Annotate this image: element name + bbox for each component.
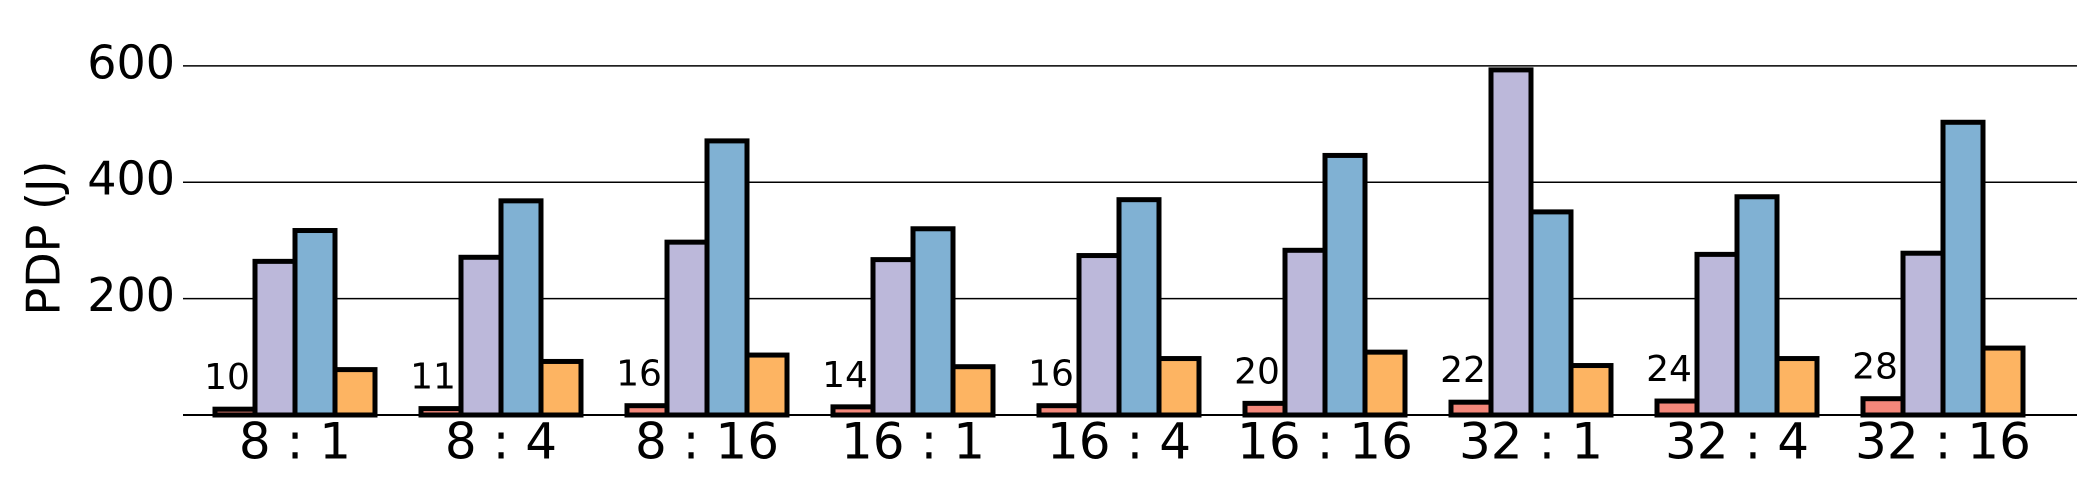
y-tick-label: 600 [87,35,175,89]
bar [1156,356,1202,418]
bar [1694,251,1740,418]
bar [1734,194,1780,418]
bar [744,352,790,418]
bar [292,228,338,418]
bar [252,258,298,418]
x-tick-label: 32 : 4 [1665,413,1809,471]
bar [1900,250,1946,418]
bar [1980,345,2026,418]
data-label: 20 [1234,351,1280,392]
bar [830,404,876,418]
bar [664,239,710,418]
bar [1568,363,1614,418]
bar [624,403,670,418]
bar [1860,396,1906,418]
bar [1654,398,1700,418]
y-tick-label: 400 [87,152,175,206]
bar [1528,209,1574,418]
x-tick-label: 16 : 4 [1047,413,1191,471]
bar [910,226,956,418]
x-tick-label: 16 : 1 [841,413,985,471]
data-label: 22 [1440,350,1486,391]
bar [498,198,544,418]
x-tick-label: 8 : 1 [239,413,351,471]
bar [1036,403,1082,418]
bar [1076,253,1122,418]
bar [1448,399,1494,418]
bar [332,367,378,418]
data-label: 16 [1028,354,1074,395]
bar [1116,197,1162,418]
data-label: 14 [822,355,868,396]
data-label: 10 [204,357,250,398]
bar [1774,356,1820,418]
bar [1322,152,1368,418]
bar [458,254,504,418]
bar [1362,349,1408,418]
bar [950,364,996,418]
data-label: 28 [1852,347,1898,388]
y-tick-label: 200 [87,268,175,322]
x-tick-label: 32 : 16 [1855,413,2031,471]
data-label: 24 [1646,349,1692,390]
data-label: 16 [616,354,662,395]
bar [1242,400,1288,418]
x-tick-label: 8 : 16 [635,413,779,471]
y-axis-label: PDP (J) [17,161,71,316]
x-tick-label: 16 : 16 [1237,413,1413,471]
bar [704,138,750,418]
x-tick-label: 8 : 4 [445,413,557,471]
bar [1282,247,1328,418]
bar [538,358,584,418]
bar [1940,119,1986,418]
bar [1488,67,1534,418]
bar [870,257,916,418]
x-tick-label: 32 : 1 [1459,413,1603,471]
data-label: 11 [410,357,456,398]
